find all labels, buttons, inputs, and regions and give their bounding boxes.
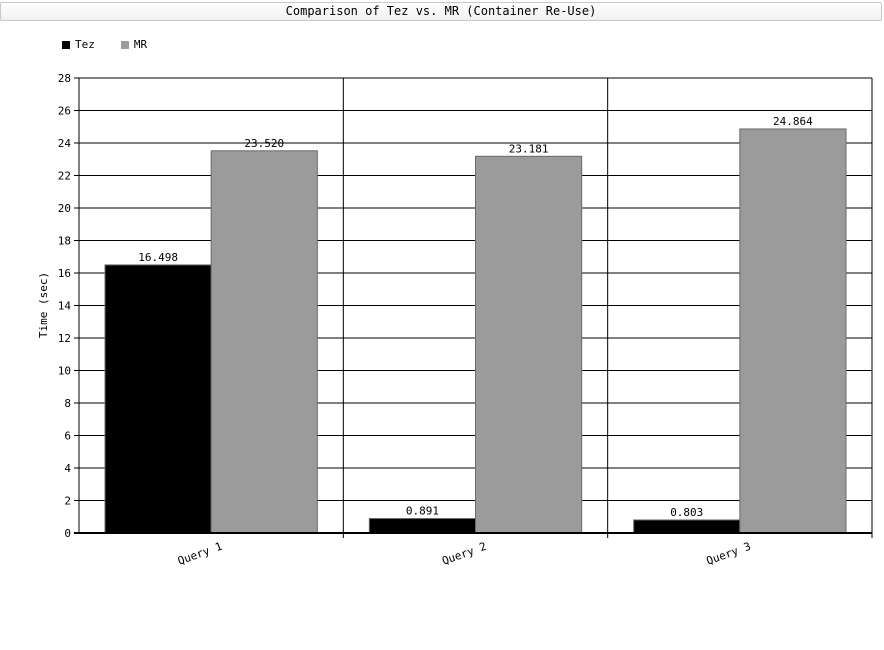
legend-item-tez: Tez <box>62 38 95 51</box>
y-tick-label: 16 <box>58 267 71 280</box>
y-tick-label: 8 <box>64 397 71 410</box>
y-tick-label: 28 <box>58 72 71 85</box>
y-tick-label: 24 <box>58 137 72 150</box>
bar-mr-3 <box>739 128 847 534</box>
data-label: 0.891 <box>406 505 439 518</box>
legend-label: MR <box>133 38 148 51</box>
legend-swatch <box>62 40 70 49</box>
legend: Tez MR <box>62 38 173 52</box>
y-tick-label: 10 <box>58 365 71 378</box>
y-tick-label: 4 <box>64 462 71 475</box>
y-tick-label: 14 <box>58 300 72 313</box>
x-tick-label: Query 3 <box>705 540 753 568</box>
bar-tez-1 <box>104 264 212 534</box>
y-tick-label: 2 <box>64 495 71 508</box>
y-tick-label: 26 <box>58 105 71 118</box>
y-tick-label: 20 <box>58 202 71 215</box>
data-label: 0.803 <box>670 506 703 519</box>
data-label: 24.864 <box>773 115 813 128</box>
bar-mr-2 <box>475 155 583 534</box>
y-tick-label: 18 <box>58 235 71 248</box>
bars <box>104 128 847 534</box>
chart-title: Comparison of Tez vs. MR (Container Re-U… <box>0 2 882 21</box>
y-tick-label: 0 <box>64 527 71 540</box>
bar-tez-2 <box>368 518 477 534</box>
data-label: 16.498 <box>138 251 178 264</box>
legend-swatch <box>120 40 129 49</box>
bar-mr-1 <box>210 150 318 534</box>
y-tick-label: 12 <box>58 332 71 345</box>
x-tick-label: Query 1 <box>176 540 224 568</box>
y-axis-title: Time (sec) <box>37 272 50 338</box>
x-tick-label: Query 2 <box>440 540 488 568</box>
data-label: 23.520 <box>244 137 284 150</box>
bar-tez-3 <box>633 519 741 534</box>
legend-item-mr: MR <box>120 38 148 51</box>
y-tick-label: 6 <box>64 430 71 443</box>
data-labels: 16.498 23.520 0.891 23.181 0.803 24.864 <box>138 115 813 519</box>
y-tick-label: 22 <box>58 170 71 183</box>
data-label: 23.181 <box>509 142 549 155</box>
legend-label: Tez <box>75 38 95 51</box>
